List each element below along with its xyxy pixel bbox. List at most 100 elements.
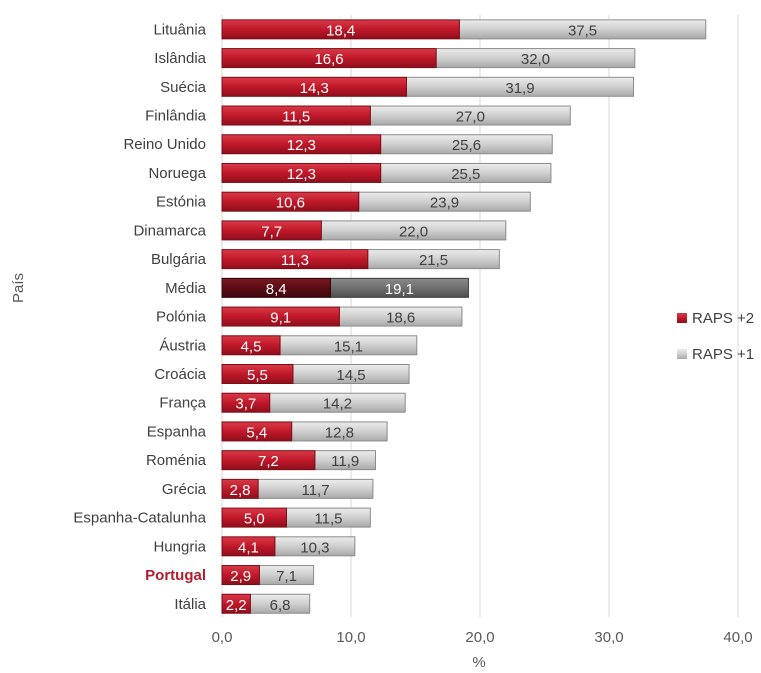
bar-raps2 [221, 249, 369, 270]
category-label: Itália [174, 596, 206, 613]
bar-raps2 [221, 478, 259, 499]
bar-raps2 [221, 48, 437, 69]
category-label: Bulgária [151, 251, 207, 268]
bar-raps2 [221, 392, 271, 413]
legend: RAPS +2 RAPS +1 [677, 310, 754, 363]
x-tick-label: 10,0 [336, 629, 365, 646]
category-label: Espanha-Catalunha [73, 510, 206, 527]
data-label-raps2: 12,3 [287, 166, 316, 183]
x-tick-label: 20,0 [465, 629, 494, 646]
data-label-raps1: 25,5 [451, 166, 480, 183]
data-label-raps2: 18,4 [326, 22, 355, 39]
bar-raps2 [221, 306, 340, 327]
data-label-raps2: 4,1 [238, 539, 259, 556]
category-label: Roménia [146, 452, 207, 469]
data-label-raps2: 8,4 [266, 281, 287, 298]
data-label-raps1: 10,3 [300, 539, 329, 556]
data-label-raps1: 23,9 [430, 195, 459, 212]
data-label-raps1: 14,5 [336, 367, 365, 384]
x-axis-ticks: 0,0 10,0 20,0 30,0 40,0 [212, 629, 753, 646]
data-label-raps2: 10,6 [276, 195, 305, 212]
data-label-raps2: 5,5 [247, 367, 268, 384]
bar-raps2 [221, 335, 281, 356]
category-label: Croácia [154, 366, 206, 383]
data-label-raps1: 18,6 [386, 310, 415, 327]
category-label: Áustria [159, 337, 206, 354]
data-label-raps1: 31,9 [505, 80, 534, 97]
data-label-raps1: 14,2 [323, 396, 352, 413]
data-label-raps2: 11,3 [281, 252, 309, 269]
data-label-raps1: 15,1 [334, 338, 363, 355]
data-label-raps2: 4,5 [241, 338, 262, 355]
x-tick-label: 0,0 [212, 629, 233, 646]
data-label-raps1: 27,0 [456, 109, 485, 126]
data-label-raps2: 12,3 [287, 137, 316, 154]
bar-raps2 [221, 134, 382, 155]
bar-raps2 [221, 277, 331, 298]
bar-raps2 [221, 220, 322, 241]
data-label-raps2: 2,9 [230, 568, 251, 585]
bar-raps2 [221, 105, 371, 126]
data-label-raps1: 7,1 [276, 568, 297, 585]
data-label-raps2: 2,2 [226, 597, 247, 614]
category-label: França [159, 395, 206, 412]
data-label-raps2: 11,5 [282, 109, 310, 126]
data-label-raps2: 3,7 [235, 396, 256, 413]
data-label-raps1: 37,5 [568, 22, 597, 39]
bar-raps2 [221, 593, 251, 614]
x-tick-label: 30,0 [594, 629, 623, 646]
data-label-raps1: 19,1 [385, 281, 414, 298]
legend-swatch-raps1 [677, 349, 687, 359]
data-label-raps1: 11,7 [301, 482, 329, 499]
data-label-raps2: 5,0 [244, 511, 265, 528]
category-label: Estónia [156, 194, 207, 211]
category-label: Reino Unido [123, 136, 206, 153]
x-axis-title: % [472, 654, 485, 671]
y-axis-title: País [10, 273, 27, 303]
data-label-raps2: 7,7 [261, 223, 282, 240]
bar-raps2 [221, 507, 287, 528]
category-label: Finlândia [145, 108, 207, 125]
x-tick-label: 40,0 [723, 629, 752, 646]
data-label-raps2: 16,6 [314, 51, 343, 68]
data-label-raps1: 6,8 [270, 597, 291, 614]
category-label: Suécia [160, 79, 207, 96]
category-labels: Lituânia Islândia Suécia Finlândia Reino Uni… [73, 21, 206, 612]
data-label-raps2: 7,2 [258, 453, 279, 470]
category-label: Dinamarca [133, 222, 206, 239]
data-label-raps1: 32,0 [521, 51, 550, 68]
data-labels: 18,4 37,5 16,6 32,0 14,3 31,9 11,5 27,0 12,3 25,6… [226, 22, 597, 613]
category-label: Noruega [148, 165, 206, 182]
bar-raps2 [221, 191, 360, 212]
bar-raps2 [221, 19, 460, 40]
data-label-raps1: 11,5 [314, 511, 342, 528]
category-label: Lituânia [153, 21, 206, 38]
bar-raps2 [221, 76, 407, 97]
legend-swatch-raps2 [677, 313, 687, 323]
category-label: Polónia [156, 309, 207, 326]
bar-raps2 [221, 364, 294, 384]
category-label: Hungria [153, 538, 206, 555]
legend-label-raps2: RAPS +2 [692, 310, 754, 327]
data-label-raps1: 11,9 [331, 453, 359, 470]
bar-raps2 [221, 565, 260, 586]
data-label-raps1: 12,8 [325, 424, 354, 441]
bar-raps2 [221, 450, 316, 471]
data-label-raps1: 25,6 [452, 137, 481, 154]
category-label: Grécia [162, 481, 207, 498]
bars [221, 19, 707, 614]
category-label: Portugal [145, 567, 206, 584]
legend-label-raps1: RAPS +1 [692, 346, 754, 363]
data-label-raps2: 9,1 [270, 310, 291, 327]
category-label: Islândia [154, 50, 206, 67]
data-label-raps2: 14,3 [300, 80, 329, 97]
data-label-raps2: 2,8 [230, 482, 251, 499]
category-label: Média [165, 280, 207, 297]
category-label: Espanha [147, 423, 207, 440]
bar-raps2 [221, 536, 276, 557]
bar-raps2 [221, 421, 293, 442]
data-label-raps2: 5,4 [246, 424, 267, 441]
data-label-raps1: 21,5 [419, 252, 448, 269]
data-label-raps1: 22,0 [399, 223, 428, 240]
